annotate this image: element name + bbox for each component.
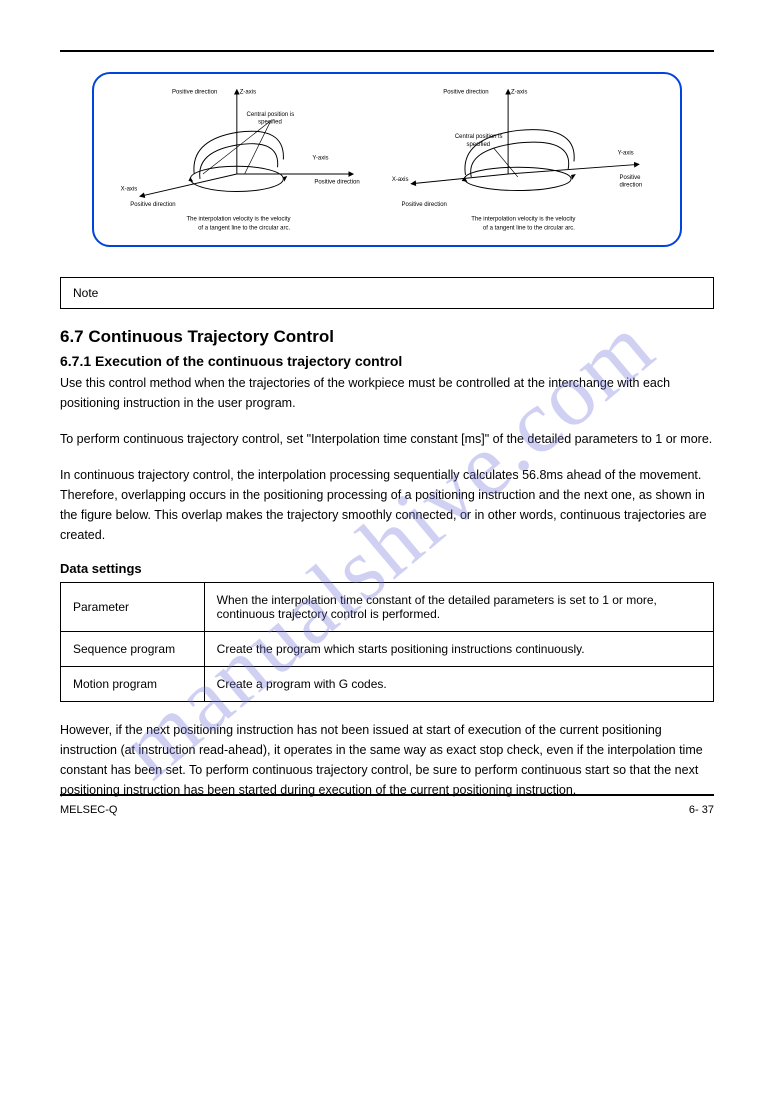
table-cell: Create the program which starts position… bbox=[204, 632, 713, 667]
svg-text:specified: specified bbox=[258, 120, 282, 126]
svg-text:specified: specified bbox=[466, 142, 490, 148]
note-box: Note bbox=[60, 277, 714, 309]
svg-text:direction: direction bbox=[620, 183, 643, 189]
svg-text:Y-axis: Y-axis bbox=[618, 151, 634, 157]
table-cell: Parameter bbox=[61, 583, 205, 632]
svg-text:X-axis: X-axis bbox=[392, 177, 409, 183]
svg-text:Positive direction: Positive direction bbox=[130, 202, 175, 208]
table-cell: Sequence program bbox=[61, 632, 205, 667]
note-label: Note bbox=[73, 286, 98, 300]
svg-text:The interpolation velocity is: The interpolation velocity is the veloci… bbox=[186, 217, 290, 223]
svg-text:Positive direction: Positive direction bbox=[443, 90, 488, 96]
below-table-paragraph: However, if the next positioning instruc… bbox=[60, 720, 714, 800]
svg-text:Positive direction: Positive direction bbox=[314, 180, 359, 186]
svg-text:X-axis: X-axis bbox=[121, 187, 138, 193]
svg-text:Positive direction: Positive direction bbox=[172, 90, 217, 96]
table-cell: When the interpolation time constant of … bbox=[204, 583, 713, 632]
data-settings-heading: Data settings bbox=[60, 561, 714, 576]
svg-text:of a tangent line to the circu: of a tangent line to the circular arc. bbox=[198, 225, 290, 231]
table-row: Sequence program Create the program whic… bbox=[61, 632, 714, 667]
table-row: Parameter When the interpolation time co… bbox=[61, 583, 714, 632]
subsection-heading: 6.7.1 Execution of the continuous trajec… bbox=[60, 353, 714, 369]
table-row: Motion program Create a program with G c… bbox=[61, 667, 714, 702]
diagram-svg: Z-axis Positive direction Y-axis Positiv… bbox=[104, 82, 670, 237]
svg-text:Z-axis: Z-axis bbox=[511, 90, 527, 96]
subsection-number: 6.7.1 bbox=[60, 353, 91, 369]
table-cell: Create a program with G codes. bbox=[204, 667, 713, 702]
table-cell: Motion program bbox=[61, 667, 205, 702]
section-title: Continuous Trajectory Control bbox=[88, 327, 334, 346]
section-number: 6.7 bbox=[60, 327, 84, 346]
svg-text:of a tangent line to the circu: of a tangent line to the circular arc. bbox=[483, 225, 575, 231]
svg-text:The interpolation velocity is: The interpolation velocity is the veloci… bbox=[471, 217, 575, 223]
paragraph-3: In continuous trajectory control, the in… bbox=[60, 465, 714, 545]
settings-table: Parameter When the interpolation time co… bbox=[60, 582, 714, 702]
bottom-rule bbox=[60, 794, 714, 796]
page-footer: MELSEC-Q 6- 37 bbox=[60, 794, 714, 816]
svg-text:Positive: Positive bbox=[620, 175, 642, 181]
footer-right: 6- 37 bbox=[689, 804, 714, 816]
footer-left: MELSEC-Q bbox=[60, 804, 117, 816]
section-heading: 6.7 Continuous Trajectory Control bbox=[60, 327, 714, 347]
svg-text:Y-axis: Y-axis bbox=[312, 156, 328, 162]
top-rule bbox=[60, 50, 714, 52]
svg-text:Central position is: Central position is bbox=[455, 134, 503, 140]
paragraph-2: To perform continuous trajectory control… bbox=[60, 429, 714, 449]
helical-interpolation-diagram: Z-axis Positive direction Y-axis Positiv… bbox=[92, 72, 682, 247]
svg-text:Positive direction: Positive direction bbox=[402, 202, 447, 208]
subsection-title: Execution of the continuous trajectory c… bbox=[95, 353, 402, 369]
paragraph-1: Use this control method when the traject… bbox=[60, 373, 714, 413]
svg-text:Central position is: Central position is bbox=[247, 112, 295, 118]
svg-text:Z-axis: Z-axis bbox=[240, 90, 256, 96]
